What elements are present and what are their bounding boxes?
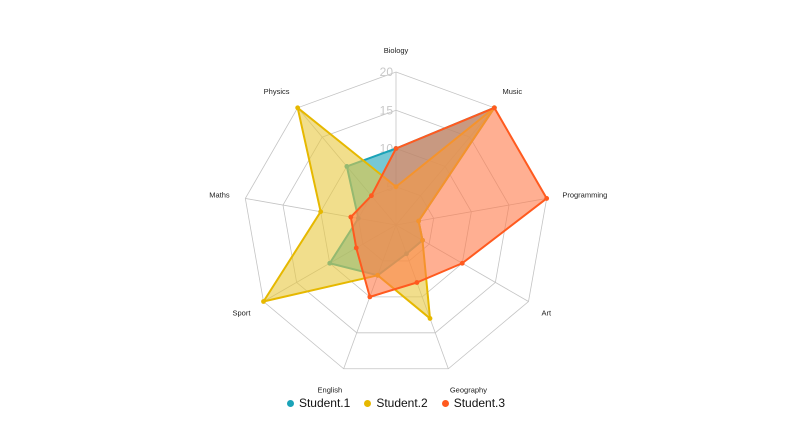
radar-axis-label: Maths bbox=[209, 191, 230, 200]
legend-label: Student.3 bbox=[453, 396, 506, 410]
legend-label: Student.1 bbox=[298, 396, 351, 410]
radar-tick-label: 15 bbox=[380, 103, 394, 117]
legend-label: Student.2 bbox=[376, 396, 428, 410]
radar-axis-label: Music bbox=[502, 87, 522, 96]
radar-tick-label: 20 bbox=[380, 65, 394, 79]
radar-data-point bbox=[369, 193, 374, 199]
radar-series-group bbox=[261, 105, 550, 321]
legend-swatch bbox=[441, 399, 449, 407]
radar-data-point bbox=[393, 146, 399, 151]
radar-axis-label: Biology bbox=[384, 46, 409, 55]
radar-data-point bbox=[459, 260, 465, 266]
radar-data-point bbox=[353, 245, 359, 251]
radar-axis-labels: Biology Music Programming Art Geography Engli… bbox=[209, 46, 607, 394]
radar-axis-label: Geography bbox=[450, 385, 487, 394]
radar-data-point bbox=[491, 105, 497, 111]
radar-data-point bbox=[318, 209, 324, 215]
radar-data-point bbox=[348, 214, 354, 220]
radar-data-point bbox=[261, 299, 266, 304]
radar-data-point bbox=[414, 280, 420, 285]
chart-legend: Student.1 Student.2 Student.3 bbox=[0, 396, 792, 410]
radar-data-point bbox=[544, 196, 550, 201]
radar-axis-label: Art bbox=[542, 309, 553, 318]
radar-axis-label: Programming bbox=[562, 191, 607, 200]
radar-data-point bbox=[427, 316, 433, 321]
legend-item: Student.1 bbox=[286, 396, 351, 410]
radar-axis-label: Sport bbox=[233, 309, 252, 318]
radar-axis-label: Physics bbox=[264, 87, 290, 96]
legend-swatch bbox=[286, 399, 294, 407]
legend-item: Student.3 bbox=[441, 396, 506, 410]
radar-data-point bbox=[295, 105, 301, 111]
radar-data-point bbox=[367, 294, 373, 300]
radar-series-area bbox=[349, 106, 548, 298]
radar-axis-label: English bbox=[318, 385, 343, 394]
legend-item: Student.2 bbox=[364, 396, 428, 410]
legend-swatch bbox=[364, 399, 372, 407]
